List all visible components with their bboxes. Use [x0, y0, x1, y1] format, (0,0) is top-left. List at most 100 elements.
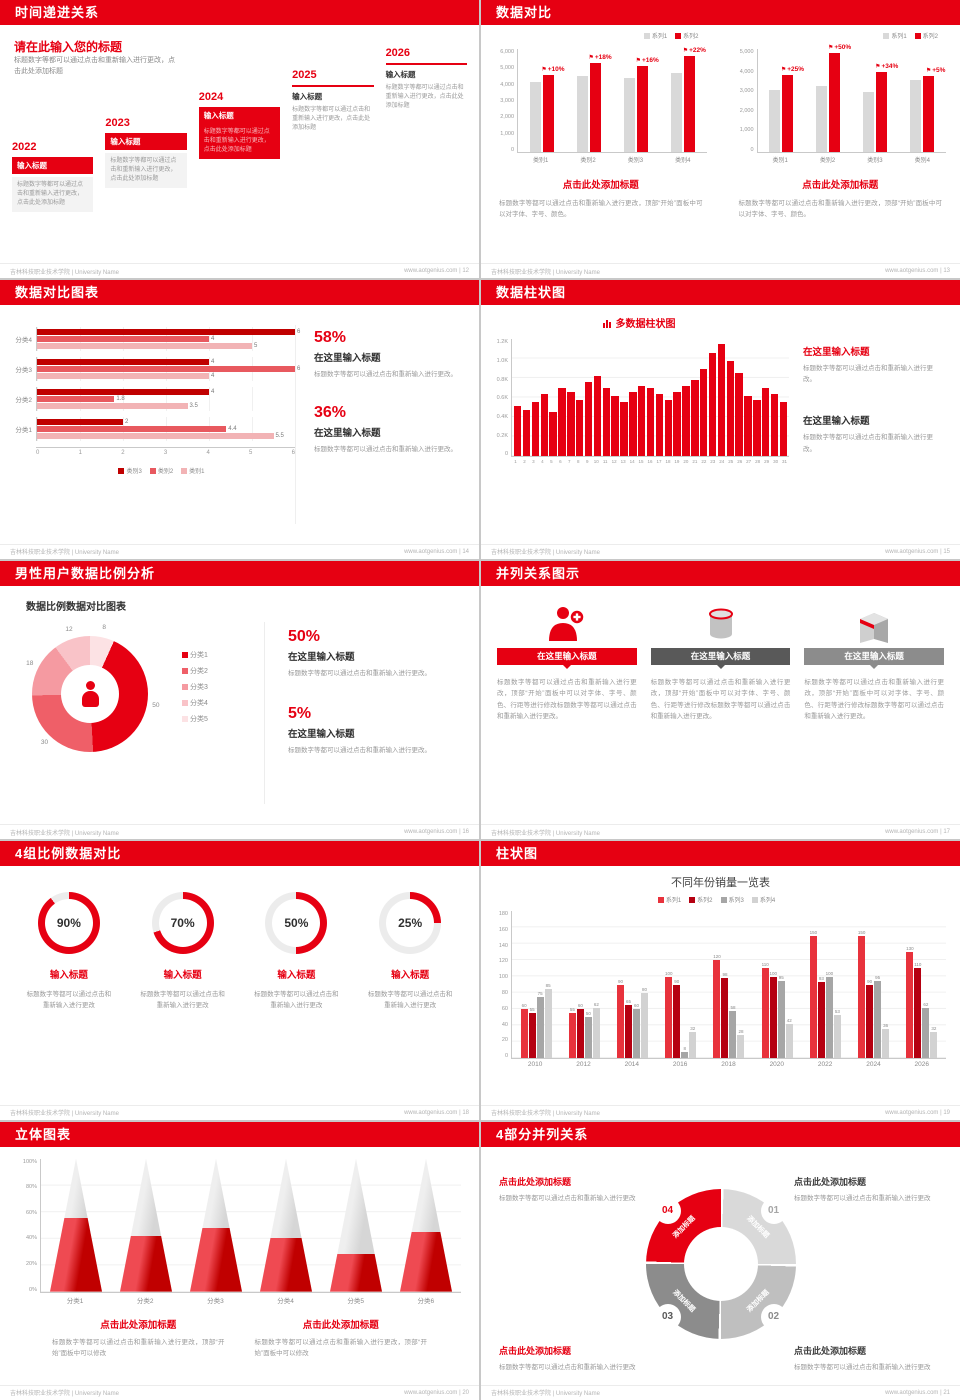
value-label: 90: [618, 978, 624, 984]
segment-number: 01: [762, 1199, 785, 1222]
series-bar: [617, 984, 625, 1059]
axis-tick: 类别4: [675, 158, 691, 164]
flag-icon: ⚑: [925, 68, 932, 75]
axis-tick: 15: [638, 459, 644, 465]
note-block: 点击此处添加标题 标题数字等都可以通过点击和重新输入进行更改: [794, 1175, 942, 1204]
stat-block: 58% 在这里输入标题 标题数字等都可以通过点击和重新输入进行更改。: [314, 329, 461, 380]
ratio-title: 输入标题: [49, 970, 88, 982]
value-label: 62: [923, 1001, 929, 1007]
value-label: 8: [102, 624, 106, 632]
growth-label: ⚑+5%: [926, 67, 946, 74]
axis-tick: 30: [773, 459, 779, 465]
ratio-item[interactable]: 50% 输入标题 标题数字等都可以通过点击和重新输入进行更改: [248, 892, 346, 1104]
ratio-desc: 标题数字等都可以通过点击和重新输入进行更改: [254, 991, 339, 1010]
slide-page-20[interactable]: 立体图表 100% 80% 60% 40% 20% 0% 分类1 分类2 分类3 分类4 分类5 分…: [0, 1121, 479, 1400]
slide-body: 数据比例数据对比图表 8 50 30 18 12 分类1 分类2 分类3 分类4 分类5 50%…: [0, 586, 479, 824]
parallel-item[interactable]: 在这里输入标题 标题数字等都可以通过点击和重新输入进行更改，顶部“开始”面板中可…: [650, 600, 791, 824]
ratio-item[interactable]: 25% 输入标题 标题数字等都可以通过点击和重新输入进行更改: [361, 892, 459, 1104]
series-bar: [753, 399, 761, 457]
axis-tick: 31: [782, 459, 788, 465]
bar-group: ⚑+16%: [621, 49, 659, 152]
cycle-diagram[interactable]: 添加标题 添加标题 添加标题 添加标题 01 02 03 04: [645, 1188, 796, 1339]
slide-title-bar: 并列关系图示: [481, 560, 960, 586]
y-axis: 180 160 140 120 100 80 60 40 20 0: [495, 911, 511, 1059]
series1-bar: [816, 86, 828, 152]
slide-page-18[interactable]: 4组比例数据对比 90% 输入标题 标题数字等都可以通过点击和重新输入进行更改 …: [0, 841, 479, 1120]
slide-page-19[interactable]: 柱状图 不同年份销量一览表 系列1 系列2 系列3 系列4 180 160 140 120 1…: [481, 841, 960, 1120]
series-bar: [37, 336, 209, 343]
segment-number: 04: [656, 1199, 679, 1222]
legend-label: 系列1: [651, 34, 668, 40]
slide-title: 立体图表: [15, 1126, 72, 1142]
value-label: 42: [786, 1017, 792, 1023]
timeline-step[interactable]: 2023 输入标题 标题数字等都可以通过点击和重新输入进行更改，点击此处添加标题: [99, 25, 192, 261]
bar-slot: 85: [544, 911, 552, 1059]
axis-tick: 7: [568, 459, 571, 465]
axis-tick: 0: [504, 451, 508, 458]
series-bar: [592, 1007, 600, 1059]
series-bar: [691, 380, 699, 457]
axis-tick: 27: [746, 459, 752, 465]
chart-title: 数据比例数据对比图表: [26, 601, 126, 613]
note-desc: 标题数字等都可以通过点击和重新输入进行更改: [794, 1194, 931, 1202]
slide-page-14[interactable]: 数据对比图表 分类4 6 4 5 分类3 4 6 4 分类2 4 1.8 3.5 分类1 2 4.4 5.5 …: [0, 280, 479, 559]
value-label: 53: [834, 1008, 840, 1014]
series-bar: [833, 1014, 841, 1059]
series-bar: [721, 978, 729, 1059]
axis-tick: 2014: [624, 1061, 640, 1069]
slide-footer: 吉林科技职业技术学院 | University Name www.aotgeni…: [0, 263, 479, 278]
step-title: 输入标题: [12, 157, 94, 174]
bar-group: 150 93 100 53: [810, 911, 841, 1059]
bar-row: 2: [37, 419, 295, 426]
slide-page-12[interactable]: 时间递进关系 请在此输入您的标题 标题数字等都可以通过点击和重新输入进行更改，点…: [0, 0, 479, 279]
slide-page-15[interactable]: 数据柱状图 多数据柱状图 1.2K 1.0K 0.8K 0.6K 0.4K 0.2K 0 1…: [481, 280, 960, 559]
bar-slot: 60: [576, 911, 584, 1059]
axis-tick: 8: [577, 459, 580, 465]
legend-chip: [720, 896, 727, 903]
cone-fill: [120, 1235, 172, 1292]
series-bar: [914, 968, 922, 1059]
bar-slot: 55: [528, 911, 536, 1059]
footer-site-page: www.aotgenius.com | 16: [404, 829, 469, 836]
series-bar: [713, 960, 721, 1059]
x-axis: 2010 2012 2014 2016 2018 2020 2022 2024 2026: [511, 1061, 946, 1068]
axis-tick: 120: [498, 958, 508, 965]
parallel-item[interactable]: 在这里输入标题 标题数字等都可以通过点击和重新输入进行更改，顶部“开始”面板中可…: [497, 600, 637, 824]
cone-slot: [120, 1158, 172, 1292]
note-desc: 标题数字等都可以通过点击和重新输入进行更改: [499, 1194, 636, 1202]
year-label: 2025: [292, 69, 317, 81]
note-block: 点击此处添加标题 标题数字等都可以通过点击和重新输入进行更改: [794, 1344, 942, 1373]
axis-tick: 2: [523, 459, 526, 465]
slide-page-21[interactable]: 4部分并列关系 添加标题 添加标题 添加标题 添加标题 01 02 03 04 …: [481, 1121, 960, 1400]
slide-page-13[interactable]: 数据对比 系列1 系列2 6,000 5,000 4,000 3,000 2,000 1,0…: [481, 0, 960, 279]
axis-tick: 60%: [25, 1209, 37, 1216]
slide-title-bar: 4部分并列关系: [481, 1121, 960, 1147]
axis-tick: 22: [701, 459, 707, 465]
x-axis: 类别1 类别2 类别3 类别4: [757, 155, 947, 164]
timeline-step[interactable]: 2024 输入标题 标题数字等都可以通过点击和重新输入进行更改，点击此处添加标题: [193, 25, 286, 261]
slide-title-bar: 4组比例数据对比: [0, 841, 479, 867]
axis-tick: 100%: [22, 1158, 37, 1165]
legend-item: 分类3: [182, 682, 208, 692]
axis-tick: 2020: [769, 1061, 785, 1069]
parallel-item[interactable]: 在这里输入标题 标题数字等都可以通过点击和重新输入进行更改，顶部“开始”面板中可…: [804, 600, 945, 824]
series-bar: [700, 368, 708, 457]
timeline-step[interactable]: 2022 输入标题 标题数字等都可以通过点击和重新输入进行更改，点击此处添加标题: [6, 25, 99, 261]
ratio-item[interactable]: 90% 输入标题 标题数字等都可以通过点击和重新输入进行更改: [20, 892, 118, 1104]
ring-percent: 25%: [386, 899, 435, 948]
note-block: 点击此处添加标题 标题数字等都可以通过点击和重新输入进行更改: [499, 1344, 647, 1373]
axis-tick: 21: [692, 459, 698, 465]
ratio-item[interactable]: 70% 输入标题 标题数字等都可以通过点击和重新输入进行更改: [134, 892, 232, 1104]
series-bar: [37, 419, 123, 426]
stat-title: 在这里输入标题: [314, 353, 381, 365]
slide-page-16[interactable]: 男性用户数据比例分析 数据比例数据对比图表 8 50 30 18 12 分类1 分类2 分类…: [0, 560, 479, 840]
axis-tick: 分类1: [66, 1297, 84, 1305]
axis-tick: 26: [737, 459, 743, 465]
timeline-step[interactable]: 2026 输入标题 标题数字等都可以通过点击和重新输入进行更改，点击此处添加标题: [380, 25, 473, 261]
axis-tick: 80%: [25, 1184, 37, 1191]
cone-fill: [50, 1218, 102, 1292]
slide-page-17[interactable]: 并列关系图示 在这里输入标题 标题数字等都可以通过点击和重新输入进行更改，顶部“…: [481, 560, 960, 840]
stat-block: 在这里输入标题 标题数字等都可以通过点击和重新输入进行更改。: [803, 344, 944, 385]
value-label: 75: [537, 990, 543, 996]
timeline-step[interactable]: 2025 输入标题 标题数字等都可以通过点击和重新输入进行更改，点击此处添加标题: [286, 25, 379, 261]
